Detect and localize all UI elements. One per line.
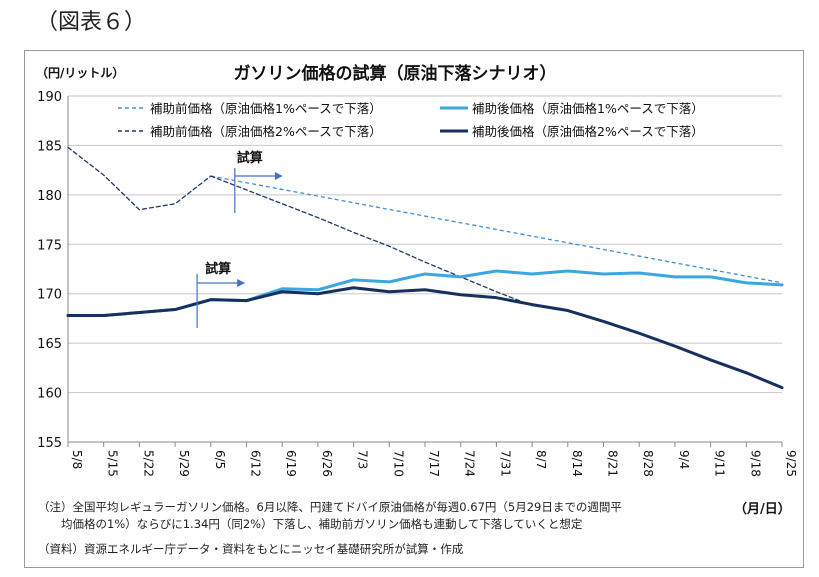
- note-line-1: （注）全国平均レギュラーガソリン価格。6月以降、円建てドバイ原油価格が毎週0.6…: [38, 500, 622, 514]
- y-axis-label: （円/リットル）: [36, 65, 124, 80]
- y-tick-label: 175: [37, 238, 62, 253]
- series-line-pre-1pct: [210, 175, 783, 284]
- annotation-label: 試算: [205, 261, 231, 277]
- source-line: （資料）資源エネルギー庁データ・資料をもとにニッセイ基礎研究所が試算・作成: [38, 542, 464, 556]
- y-tick-label: 185: [37, 139, 62, 154]
- x-tick-label: 9/4: [677, 450, 691, 469]
- y-tick-label: 160: [37, 387, 62, 402]
- x-tick-label: 5/29: [177, 450, 191, 477]
- x-tick-label: 7/10: [391, 450, 405, 477]
- x-tick-label: 7/17: [427, 450, 441, 477]
- x-tick-label: 6/12: [249, 450, 263, 477]
- legend-label: 補助後価格（原油価格1%ペースで下落）: [472, 101, 704, 116]
- x-tick-label: 6/5: [213, 450, 227, 469]
- series-line-post-2pct: [66, 286, 784, 390]
- series-line-pre-2pct-extension: [210, 175, 569, 312]
- x-tick-label: 6/26: [320, 450, 334, 477]
- x-tick-label: 8/21: [606, 450, 620, 477]
- x-tick-label: 9/11: [713, 450, 727, 477]
- legend-label: 補助後価格（原油価格2%ペースで下落）: [472, 124, 704, 139]
- legend-label: 補助前価格（原油価格1%ペースで下落）: [150, 101, 382, 116]
- note-line-2: 均価格の1%）ならびに1.34円（同2%）下落し、補助前ガソリン価格も連動して下…: [38, 517, 583, 531]
- x-tick-label: 9/25: [784, 450, 798, 477]
- y-tick-label: 190: [37, 90, 62, 105]
- y-tick-label: 170: [37, 288, 62, 303]
- y-tick-label: 165: [37, 337, 62, 352]
- x-tick-label: 7/31: [498, 450, 512, 477]
- x-tick-label: 8/14: [570, 450, 584, 477]
- chart-title: ガソリン価格の試算（原油下落シナリオ）: [234, 63, 557, 84]
- x-tick-label: 5/22: [141, 450, 155, 477]
- x-tick-label: 5/8: [70, 450, 84, 469]
- y-tick-label: 155: [37, 436, 62, 451]
- y-tick-label: 180: [37, 189, 62, 204]
- x-tick-label: 9/18: [748, 450, 762, 477]
- x-tick-label: 8/7: [534, 450, 548, 469]
- legend-label: 補助前価格（原油価格2%ペースで下落）: [150, 124, 382, 139]
- annotation-arrow-head: [274, 172, 283, 180]
- x-tick-label: 7/24: [463, 450, 477, 477]
- figure-label: （図表６）: [36, 10, 147, 35]
- x-axis-unit: （月/日）: [734, 502, 791, 517]
- annotation-label: 試算: [237, 150, 263, 166]
- x-tick-label: 6/19: [284, 450, 298, 477]
- annotation-arrow-head: [237, 279, 246, 287]
- chart-frame: [24, 50, 804, 568]
- x-tick-label: 7/3: [356, 450, 370, 469]
- x-tick-label: 8/28: [641, 450, 655, 477]
- x-tick-label: 5/15: [106, 450, 120, 477]
- series-line-pre-2pct: [67, 146, 212, 211]
